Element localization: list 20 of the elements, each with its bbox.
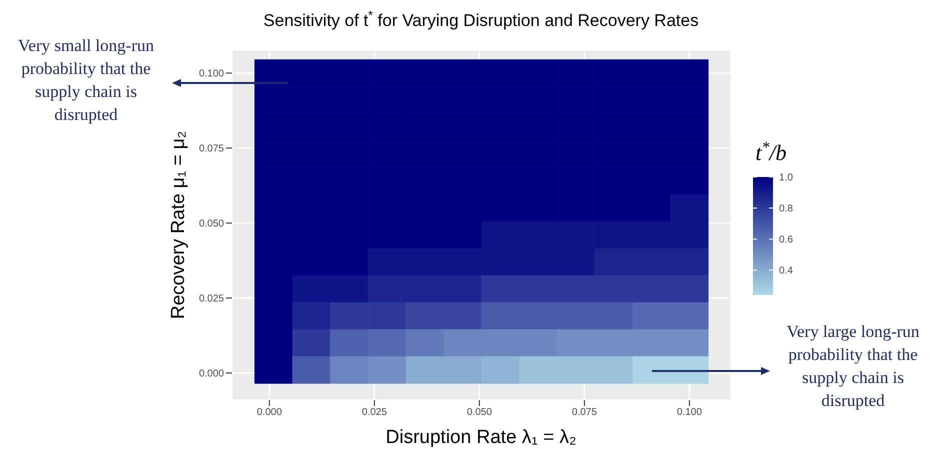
text: Very small long-run probability that the supply chain is disrupted [17, 35, 155, 126]
color-bar-label: 0.4 [779, 266, 794, 277]
x-tick-label: 0.050 [466, 407, 492, 418]
y-tick-label: 0.025 [198, 294, 224, 305]
x-tick-label: 0.000 [256, 407, 282, 418]
color-bar-label: 1.0 [779, 172, 794, 184]
chart-title: Sensitivity of t$^{*}$ for Varying Disruption and Recovery Rates [263, 8, 699, 30]
y-tick-label: 0.100 [198, 68, 224, 80]
y-axis-title: Recovery Rate μ₁ = μ₂ [168, 130, 189, 320]
y-tick-label: 0.000 [198, 368, 224, 380]
x-tick-label: 0.100 [676, 407, 702, 418]
y-tick-label: 0.050 [198, 218, 224, 230]
y-tick-label: 0.075 [198, 144, 224, 155]
color-bar-title: t$^{*}$/b [756, 138, 786, 165]
text: Very large long-run probability that the supply chain is disrupted [786, 321, 920, 412]
color-bar-label: 0.8 [779, 204, 794, 215]
color-bar-label: 0.6 [779, 234, 794, 246]
x-tick-label: 0.075 [572, 407, 598, 418]
x-tick-label: 0.025 [362, 407, 388, 418]
x-axis-title: Disruption Rate λ₁ = λ₂ [386, 427, 576, 448]
